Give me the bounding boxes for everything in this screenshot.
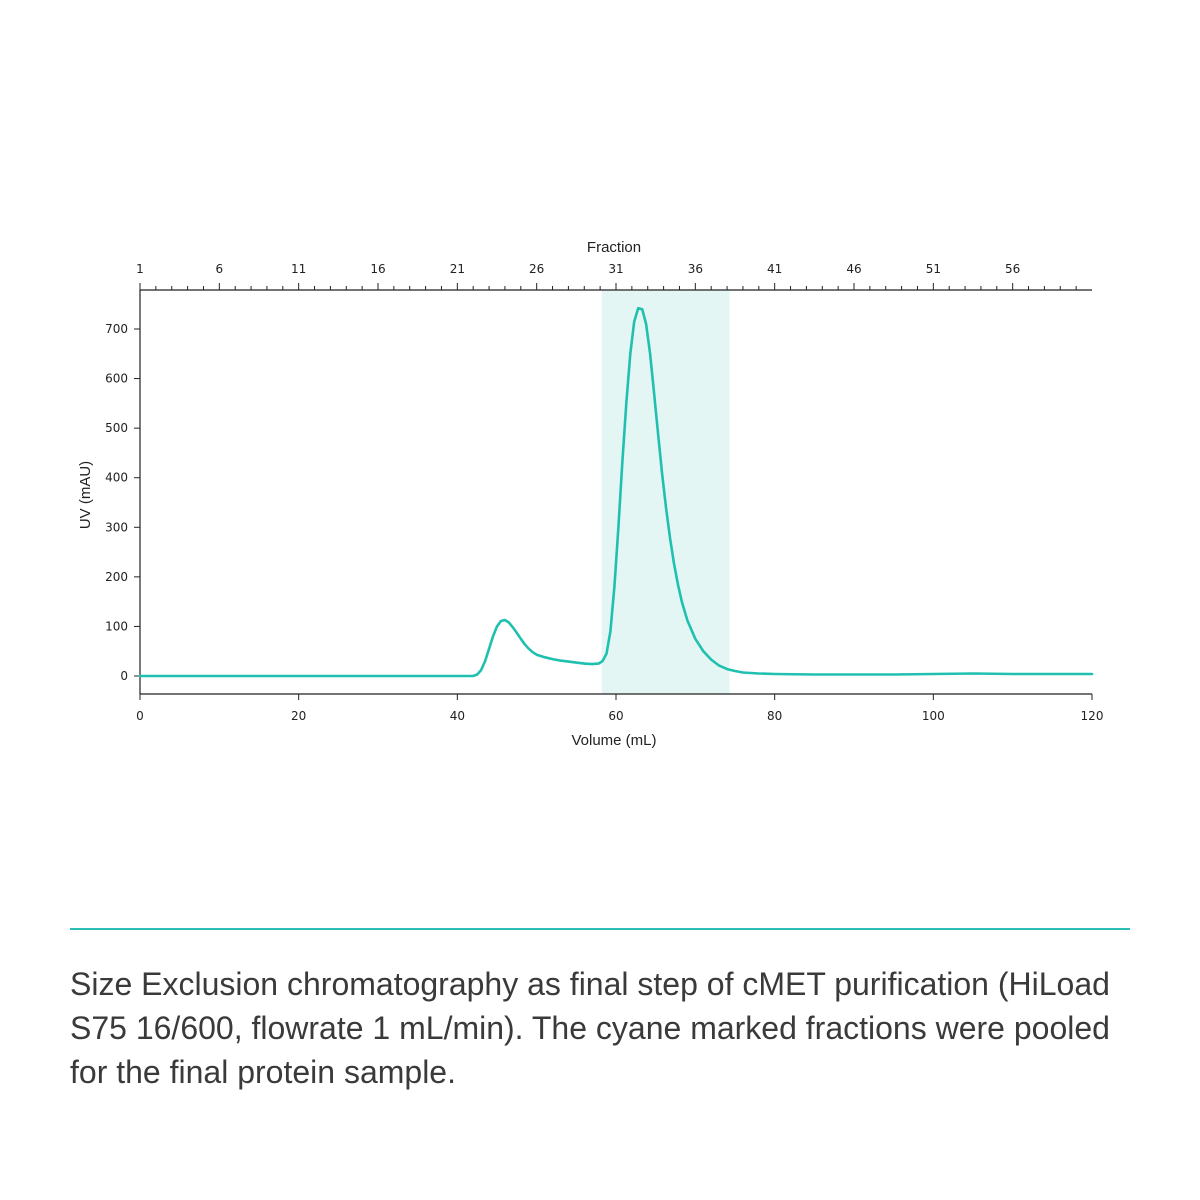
figure-caption: Size Exclusion chromatography as final s… — [70, 966, 1110, 1090]
fraction-tick-label: 46 — [846, 262, 861, 276]
uv-trace-line — [138, 306, 1094, 678]
fraction-tick-label: 31 — [608, 262, 623, 276]
x-tick-label: 60 — [608, 709, 623, 723]
x-tick-label: 80 — [767, 709, 782, 723]
fraction-tick-label: 6 — [216, 262, 224, 276]
x-axis-title: Volume (mL) — [571, 732, 656, 749]
pooled-fractions-region — [601, 290, 730, 694]
fraction-tick-label: 51 — [926, 262, 941, 276]
y-tick-label: 400 — [105, 471, 128, 485]
caption-divider — [70, 928, 1130, 930]
x-tick-label: 100 — [922, 709, 945, 723]
fraction-tick-label: 56 — [1005, 262, 1020, 276]
y-tick-label: 300 — [105, 520, 128, 534]
y-axis-title: UV (mAU) — [77, 461, 94, 529]
y-tick-label: 0 — [120, 669, 128, 683]
top-axis-title: Fraction — [587, 239, 641, 256]
x-tick-label: 120 — [1081, 709, 1104, 723]
fraction-tick-label: 11 — [291, 262, 306, 276]
fraction-tick-label: 1 — [136, 262, 144, 276]
y-tick-label: 600 — [105, 372, 128, 386]
x-tick-label: 40 — [450, 709, 465, 723]
fraction-tick-label: 41 — [767, 262, 782, 276]
fraction-tick-label: 36 — [688, 262, 703, 276]
fraction-tick-label: 16 — [370, 262, 385, 276]
y-tick-label: 200 — [105, 570, 128, 584]
y-tick-label: 100 — [105, 619, 128, 633]
y-tick-label: 500 — [105, 421, 128, 435]
fraction-tick-label: 21 — [450, 262, 465, 276]
x-tick-label: 20 — [291, 709, 306, 723]
y-tick-label: 700 — [105, 322, 128, 336]
x-tick-label: 0 — [136, 709, 144, 723]
fraction-tick-label: 26 — [529, 262, 544, 276]
